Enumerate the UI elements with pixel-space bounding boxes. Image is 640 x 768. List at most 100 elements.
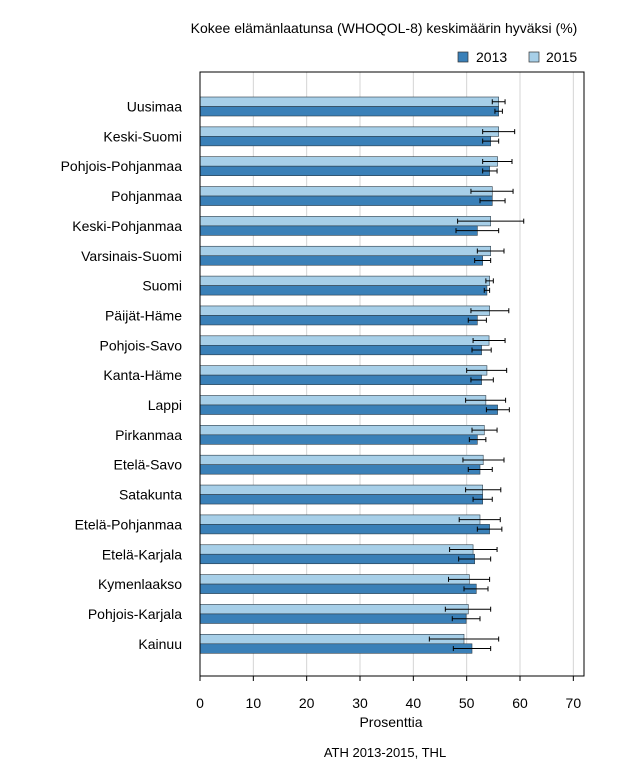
category-label: Suomi — [142, 278, 182, 294]
category-label: Keski-Pohjanmaa — [72, 218, 182, 234]
bar-2013-Kanta-Häme — [199, 374, 482, 385]
bar-2013-Päijät-Häme — [199, 315, 478, 326]
bar-2013-Keski-Pohjanmaa — [199, 225, 478, 236]
x-tick-label: 40 — [406, 695, 422, 711]
bar-2013-Etelä-Pohjanmaa — [199, 524, 490, 535]
bar-2013-Satakunta — [199, 494, 483, 505]
bar-2015-Etelä-Savo — [199, 454, 484, 466]
bar-2015-Varsinais-Suomi — [199, 245, 491, 257]
plot-frame — [199, 71, 585, 677]
bar-2015-Päijät-Häme — [199, 305, 490, 316]
bar-2013-Varsinais-Suomi — [199, 255, 483, 266]
bar-2015-Pohjois-Savo — [199, 335, 490, 346]
bar-2013-Pirkanmaa — [199, 434, 478, 445]
bar-2015-Satakunta — [199, 484, 483, 495]
error-bar-2015-Kanta-Häme — [466, 367, 508, 373]
category-label: Kymenlaakso — [98, 576, 182, 592]
bar-2013-Etelä-Karjala — [199, 553, 475, 565]
bar-2013-Pohjois-Savo — [199, 344, 482, 356]
category-label: Kainuu — [138, 636, 182, 652]
error-bar-2015-Etelä-Savo — [462, 457, 505, 463]
x-tick-label: 70 — [566, 695, 582, 711]
category-label: Pohjois-Karjala — [88, 606, 182, 622]
error-bar-2013-Satakunta — [472, 496, 493, 502]
error-bar-2015-Pohjois-Savo — [472, 338, 506, 344]
legend-label-2013: 2013 — [476, 49, 507, 65]
bar-2013-Etelä-Savo — [199, 464, 481, 475]
x-tick-labels: 0 10 20 30 40 50 60 70 — [196, 676, 581, 711]
error-bar-2015-Kymenlaakso — [448, 576, 491, 582]
error-bar-2013-Pohjois-Karjala — [451, 616, 481, 622]
bar-2013-Kainuu — [199, 643, 473, 654]
bar-2015-Uusimaa — [199, 96, 499, 107]
error-bar-2015-Suomi — [485, 278, 494, 284]
x-tick-label: 0 — [196, 695, 204, 711]
bars — [199, 96, 499, 654]
bar-2013-Lappi — [199, 404, 498, 415]
error-bar-2013-Päijät-Häme — [467, 317, 487, 323]
bar-2013-Uusimaa — [199, 106, 499, 117]
category-label: Varsinais-Suomi — [81, 248, 182, 264]
error-bar-2013-Keski-Suomi — [482, 138, 500, 144]
bar-2015-Keski-Suomi — [199, 126, 499, 137]
category-label: Satakunta — [119, 487, 182, 503]
error-bar-2015-Etelä-Karjala — [449, 547, 498, 552]
category-label: Pohjois-Savo — [100, 337, 183, 353]
error-bar-2015-Varsinais-Suomi — [476, 248, 505, 254]
bar-2015-Kainuu — [199, 633, 465, 645]
category-label: Uusimaa — [127, 99, 182, 115]
error-bar-2013-Etelä-Karjala — [458, 556, 492, 562]
error-bar-2015-Päijät-Häme — [470, 308, 510, 314]
error-bar-2013-Pirkanmaa — [468, 437, 487, 443]
error-bar-2015-Keski-Pohjanmaa — [457, 218, 525, 224]
bar-2013-Pohjanmaa — [199, 195, 493, 206]
error-bar-2013-Pohjanmaa — [479, 198, 506, 204]
error-bar-2015-Satakunta — [465, 487, 502, 493]
bar-2015-Pohjanmaa — [199, 186, 493, 197]
bar-2015-Pohjois-Karjala — [199, 604, 469, 615]
category-label: Pohjanmaa — [111, 188, 182, 204]
category-label: Pohjois-Pohjanmaa — [61, 158, 183, 174]
bar-2013-Keski-Suomi — [199, 136, 491, 147]
category-label: Pirkanmaa — [115, 427, 182, 443]
error-bar-2015-Etelä-Pohjanmaa — [458, 517, 501, 523]
bar-2015-Pohjois-Pohjanmaa — [199, 156, 498, 167]
error-bar-2013-Kymenlaakso — [463, 586, 489, 592]
x-tick-label: 60 — [512, 695, 528, 711]
category-label: Päijät-Häme — [105, 307, 182, 323]
error-bar-2013-Keski-Pohjanmaa — [455, 228, 500, 234]
error-bar-2013-Etelä-Pohjanmaa — [476, 526, 503, 532]
x-tick-label: 50 — [459, 695, 475, 711]
chart-title: Kokee elämänlaatunsa (WHOQOL-8) keskimää… — [191, 20, 578, 36]
error-bar-2013-Lappi — [485, 407, 510, 413]
bar-2015-Lappi — [199, 395, 487, 406]
error-bar-2015-Uusimaa — [491, 99, 506, 105]
error-bar-2013-Kanta-Häme — [470, 377, 494, 383]
error-bar-2015-Pohjois-Karjala — [444, 606, 492, 612]
error-bar-2015-Pirkanmaa — [471, 427, 498, 433]
error-bar-2015-Kainuu — [428, 636, 500, 642]
legend-swatch-2015 — [528, 51, 540, 63]
bar-2015-Keski-Pohjanmaa — [199, 216, 491, 227]
error-bar-2013-Kainuu — [452, 646, 492, 652]
error-bar-2013-Etelä-Savo — [467, 466, 493, 472]
bar-2015-Pirkanmaa — [199, 425, 485, 436]
category-label: Etelä-Savo — [114, 457, 183, 473]
category-label: Kanta-Häme — [103, 367, 182, 383]
source-note: ATH 2013-2015, THL — [324, 745, 446, 760]
category-labels: Uusimaa Keski-Suomi Pohjois-Pohjanmaa Pohja… — [61, 99, 183, 652]
bar-2013-Kymenlaakso — [199, 583, 477, 594]
bar-2013-Pohjois-Karjala — [199, 613, 467, 624]
error-bar-2013-Varsinais-Suomi — [474, 258, 492, 263]
error-bar-2015-Pohjois-Pohjanmaa — [482, 158, 513, 164]
bar-2015-Kanta-Häme — [199, 365, 488, 376]
bar-2015-Suomi — [199, 275, 490, 286]
error-bar-2015-Pohjanmaa — [470, 188, 514, 194]
legend-label-2015: 2015 — [546, 49, 577, 65]
bar-2013-Pohjois-Pohjanmaa — [199, 165, 490, 176]
bar-2013-Suomi — [199, 285, 488, 296]
category-label: Lappi — [148, 397, 182, 413]
category-label: Keski-Suomi — [103, 128, 182, 144]
error-bars — [428, 99, 525, 652]
